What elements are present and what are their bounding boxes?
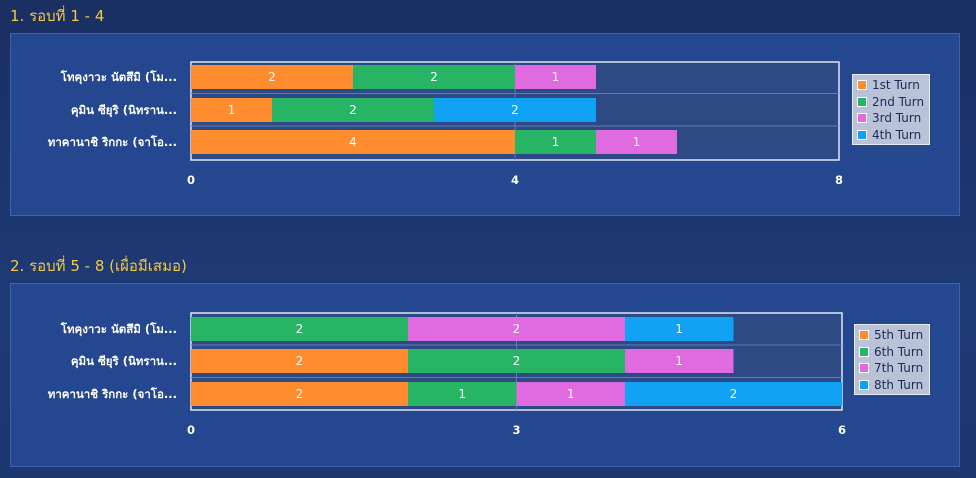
- category-label: โทคุงาวะ นัตสึมิ (โม...: [60, 321, 177, 337]
- category-label: ทาคานาชิ ริกกะ (จาโอ...: [48, 134, 177, 149]
- bar-value-label: 1: [458, 387, 466, 401]
- legend-swatch: [859, 379, 869, 390]
- legend-item: 7th Turn: [859, 360, 925, 377]
- bar-value-label: 2: [513, 322, 521, 336]
- legend-item: 1st Turn: [857, 77, 925, 94]
- legend-swatch: [859, 346, 869, 357]
- bar-value-label: 2: [430, 70, 438, 84]
- legend-item: 3rd Turn: [857, 110, 925, 127]
- legend-item: 4th Turn: [857, 127, 925, 144]
- bar-value-label: 1: [228, 103, 236, 117]
- stacked-bar-chart-1: 2 2 1 โทคุงาวะ นัตสึมิ (โม... 1 2 2 คุมิน ซียุร…: [48, 61, 843, 187]
- chart-legend-2: 5th Turn 6th Turn 7th Turn 8th Turn: [854, 324, 930, 395]
- bar-value-label: 4: [349, 135, 357, 149]
- legend-swatch: [857, 96, 867, 107]
- bar-segment: [191, 130, 515, 154]
- x-tick-label: 8: [835, 173, 843, 187]
- legend-label: 7th Turn: [874, 361, 924, 376]
- bar-value-label: 1: [675, 354, 683, 368]
- bar-value-label: 1: [633, 135, 641, 149]
- bar-segment: [408, 317, 625, 341]
- bar-value-label: 1: [675, 322, 683, 336]
- legend-label: 2nd Turn: [872, 94, 925, 109]
- bar-segment: [515, 130, 596, 154]
- x-tick-label: 6: [838, 423, 846, 437]
- bar-segment: [625, 382, 842, 406]
- legend-item: 5th Turn: [859, 327, 925, 344]
- bar-value-label: 1: [552, 135, 560, 149]
- legend-label: 4th Turn: [872, 127, 922, 142]
- chart-panel-1: 2 2 1 โทคุงาวะ นัตสึมิ (โม... 1 2 2 คุมิน ซียุร…: [10, 33, 960, 216]
- chart-panel-2: 2 2 1 โทคุงาวะ นัตสึมิ (โม... 2 2 1 คุมิน ซียุร…: [10, 283, 960, 467]
- bar-segment: [353, 65, 515, 89]
- bar-segment: [434, 98, 596, 122]
- legend-item: 8th Turn: [859, 377, 925, 394]
- bar-segment: [191, 317, 408, 341]
- bar-value-label: 2: [296, 387, 304, 401]
- category-label: คุมิน ซียุริ (นิทราน...: [71, 103, 177, 118]
- legend-item: 6th Turn: [859, 344, 925, 361]
- bar-segment: [596, 130, 677, 154]
- legend-swatch: [857, 129, 867, 140]
- legend-label: 1st Turn: [872, 78, 920, 93]
- bar-value-label: 2: [513, 354, 521, 368]
- x-tick-label: 0: [187, 423, 195, 437]
- bar-segment: [191, 349, 408, 373]
- bar-value-label: 1: [552, 70, 560, 84]
- legend-swatch: [857, 113, 867, 124]
- legend-label: 6th Turn: [874, 344, 924, 359]
- bar-segment: [191, 98, 272, 122]
- category-label: คุมิน ซียุริ (นิทราน...: [71, 354, 177, 369]
- legend-label: 8th Turn: [874, 377, 924, 392]
- bar-segment: [408, 349, 625, 373]
- bar-segment: [625, 349, 734, 373]
- category-label: โทคุงาวะ นัตสึมิ (โม...: [60, 69, 177, 85]
- bar-value-label: 2: [296, 354, 304, 368]
- bar-segment: [272, 98, 434, 122]
- bar-value-label: 2: [349, 103, 357, 117]
- bar-segment: [191, 382, 408, 406]
- bar-segment: [408, 382, 517, 406]
- legend-swatch: [857, 80, 867, 91]
- bar-value-label: 2: [730, 387, 738, 401]
- bar-segment: [515, 65, 596, 89]
- stacked-bar-chart-2: 2 2 1 โทคุงาวะ นัตสึมิ (โม... 2 2 1 คุมิน ซียุร…: [48, 312, 846, 437]
- chart-legend-1: 1st Turn 2nd Turn 3rd Turn 4th Turn: [852, 74, 930, 145]
- legend-item: 2nd Turn: [857, 94, 925, 111]
- x-tick-label: 0: [187, 173, 195, 187]
- legend-swatch: [859, 363, 869, 374]
- bar-value-label: 2: [268, 70, 276, 84]
- category-label: ทาคานาชิ ริกกะ (จาโอ...: [48, 386, 177, 401]
- legend-swatch: [859, 330, 869, 341]
- bar-value-label: 2: [511, 103, 519, 117]
- legend-label: 5th Turn: [874, 328, 924, 343]
- bar-segment: [191, 65, 353, 89]
- legend-label: 3rd Turn: [872, 111, 922, 126]
- x-tick-label: 4: [511, 173, 519, 187]
- x-tick-label: 3: [512, 423, 520, 437]
- bar-value-label: 1: [567, 387, 575, 401]
- section-title-2: 2. รอบที่ 5 - 8 (เผื่อมีเสมอ): [10, 257, 187, 275]
- section-title-1: 1. รอบที่ 1 - 4: [10, 7, 105, 25]
- bar-segment: [516, 382, 625, 406]
- bar-segment: [625, 317, 734, 341]
- bar-value-label: 2: [296, 322, 304, 336]
